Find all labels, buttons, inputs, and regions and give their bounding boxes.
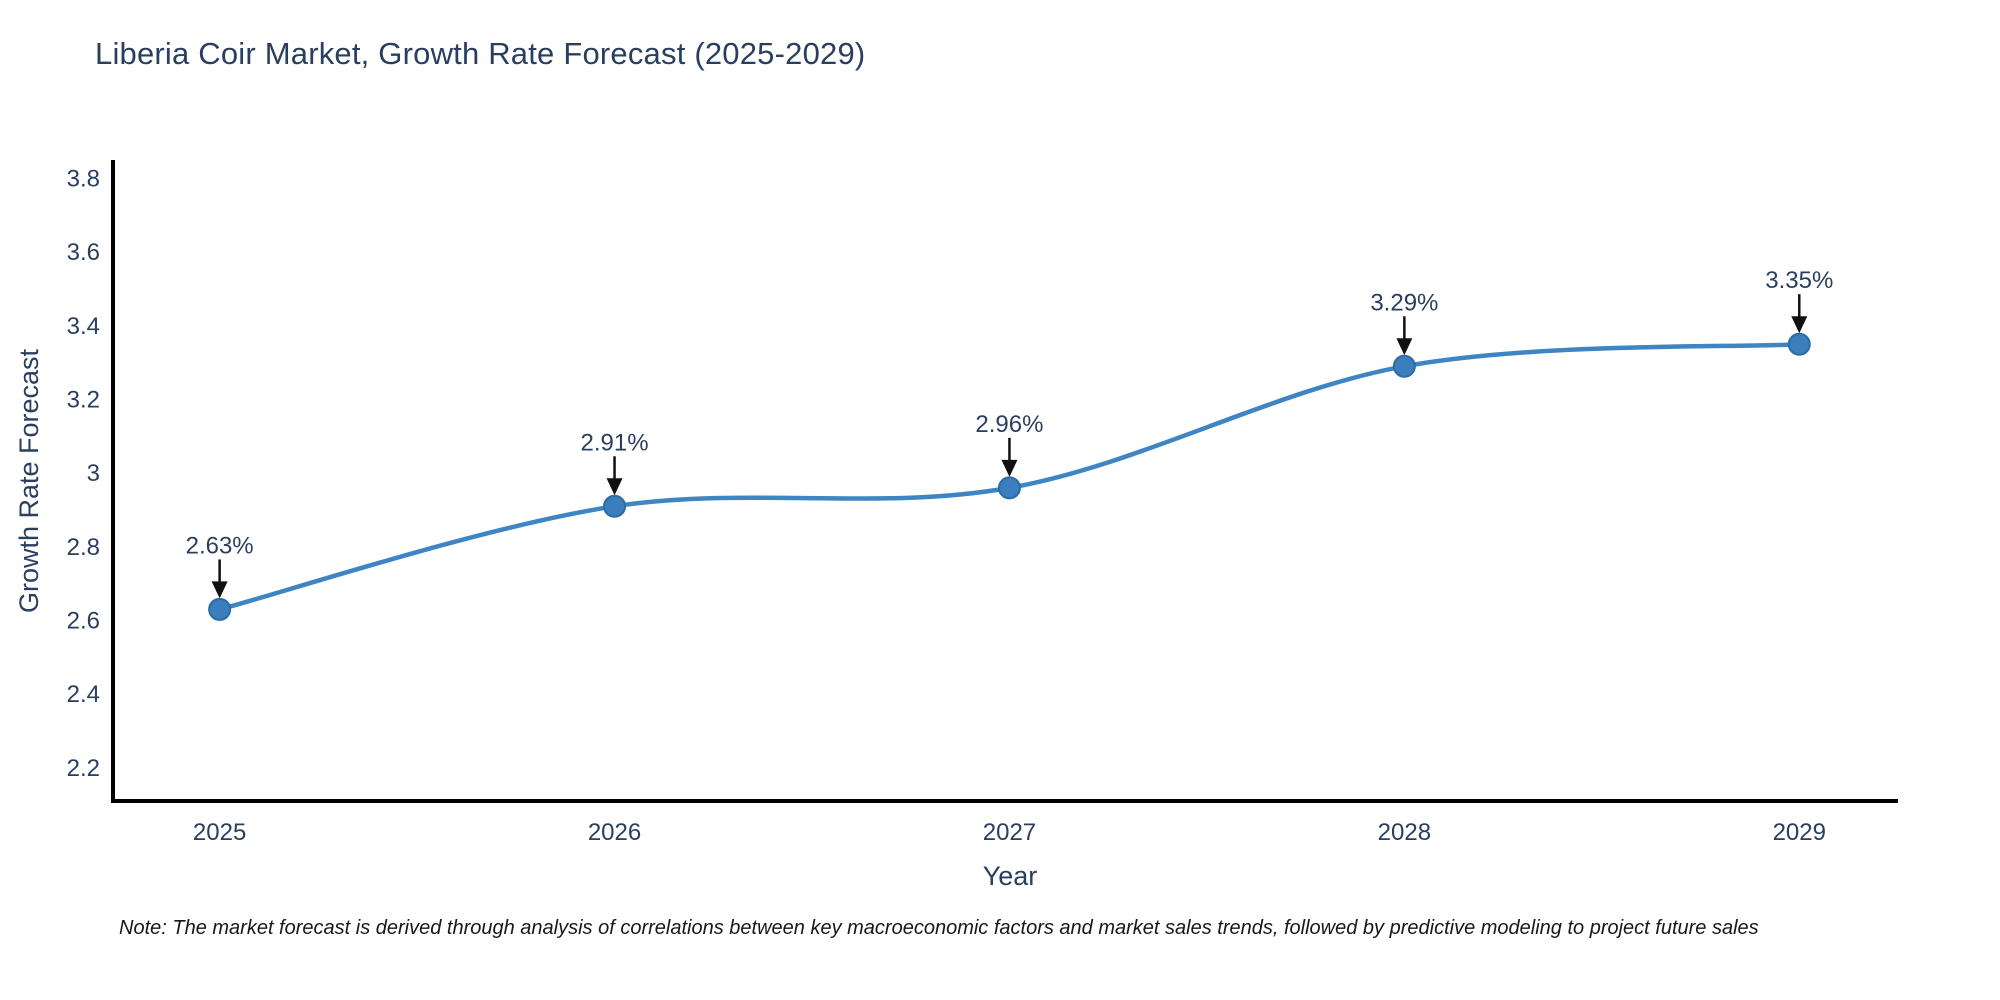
x-tick-label: 2025 (193, 819, 246, 846)
y-tick-label: 3.2 (67, 386, 100, 413)
y-tick-label: 2.4 (67, 681, 100, 708)
x-axis-title: Year (983, 861, 1038, 891)
x-tick-label: 2026 (588, 819, 641, 846)
annotation-arrowhead-icon (1396, 338, 1413, 356)
data-point-label: 2.96% (975, 411, 1043, 438)
data-point-marker[interactable] (603, 494, 627, 518)
y-tick-label: 3.4 (67, 313, 100, 340)
annotation-arrowhead-icon (606, 478, 623, 496)
x-tick-label: 2029 (1773, 819, 1826, 846)
data-point-marker[interactable] (1392, 354, 1416, 378)
annotation-arrowhead-icon (1001, 459, 1018, 477)
x-tick-label: 2028 (1378, 819, 1431, 846)
annotation-arrowhead-icon (211, 581, 228, 599)
chart-title: Liberia Coir Market, Growth Rate Forecas… (95, 36, 866, 71)
y-tick-label: 3.8 (67, 165, 100, 192)
data-point-label: 2.63% (186, 532, 254, 559)
y-tick-label: 2.8 (67, 534, 100, 561)
data-point-label: 3.29% (1370, 289, 1438, 316)
annotation-arrowhead-icon (1791, 316, 1808, 334)
data-point-marker[interactable] (208, 597, 232, 621)
data-point-label: 3.35% (1765, 267, 1833, 294)
data-point-marker[interactable] (997, 476, 1021, 500)
data-point-label: 2.91% (581, 429, 649, 456)
y-tick-label: 2.6 (67, 607, 100, 634)
y-tick-label: 3 (87, 460, 100, 487)
y-axis-title: Growth Rate Forecast (14, 348, 44, 613)
y-tick-label: 3.6 (67, 239, 100, 266)
note-text: Note: The market forecast is derived thr… (119, 917, 1759, 939)
x-tick-label: 2027 (983, 819, 1036, 846)
y-tick-label: 2.2 (67, 755, 100, 782)
data-point-marker[interactable] (1787, 332, 1811, 356)
